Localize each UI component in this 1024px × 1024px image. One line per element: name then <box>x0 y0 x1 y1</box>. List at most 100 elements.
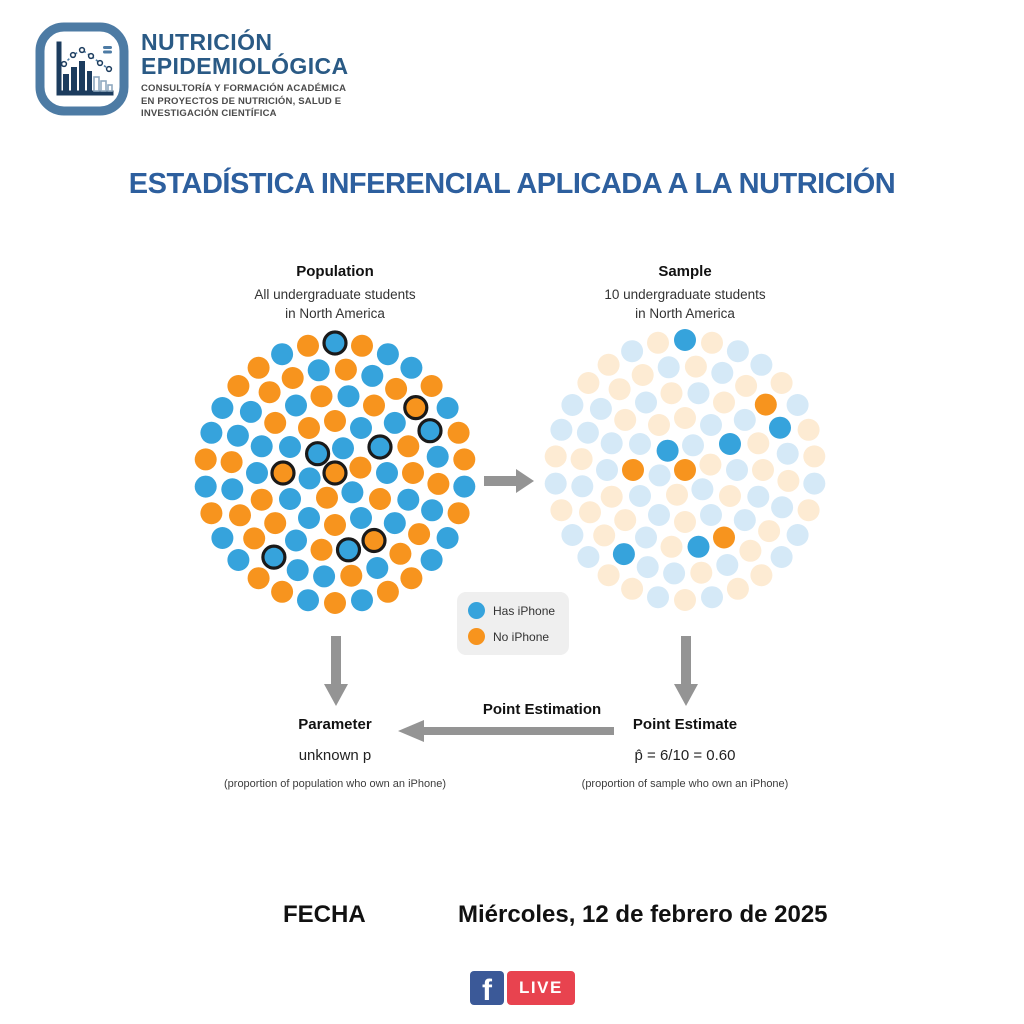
sample-dot <box>803 445 826 468</box>
sample-dot <box>577 546 600 568</box>
sample-dot <box>635 526 657 549</box>
population-dot <box>297 334 319 357</box>
sample-dot <box>711 361 734 384</box>
sample-dot <box>777 469 800 492</box>
population-dot <box>200 421 223 444</box>
sample-dot <box>608 378 631 401</box>
population-dot <box>227 549 250 571</box>
population-dot <box>310 385 333 408</box>
population-dot <box>194 448 217 471</box>
population-dot <box>376 580 399 603</box>
sample-dot <box>735 374 758 397</box>
sample-dot <box>570 448 593 471</box>
sample-dot <box>797 418 820 441</box>
population-dot <box>367 434 393 460</box>
population-dot <box>211 527 234 549</box>
sample-dot <box>614 509 637 532</box>
population-title: Population <box>296 263 374 280</box>
brand-tagline-line3: INVESTIGACIÓN CIENTÍFICA <box>141 107 277 119</box>
population-dot <box>351 334 373 357</box>
population-dot <box>340 564 363 587</box>
sample-dot <box>674 589 696 611</box>
sample-dot <box>593 524 616 547</box>
sample-dot <box>713 391 735 414</box>
sample-dot <box>691 478 714 501</box>
date-label: FECHA <box>283 901 366 928</box>
population-dot <box>383 411 406 434</box>
sample-dot <box>726 340 749 363</box>
population-dot <box>350 507 372 529</box>
brand-text: NUTRICIÓN EPIDEMIOLÓGICA CONSULTORÍA Y F… <box>141 22 349 120</box>
sample-dot <box>600 485 623 508</box>
sample-dot <box>733 408 756 431</box>
bar-chart-logo-icon <box>35 22 129 116</box>
population-dot <box>305 441 331 467</box>
population-dot <box>307 359 330 382</box>
population-dot <box>363 394 385 417</box>
sample-dot <box>770 546 793 568</box>
sample-dot <box>597 353 620 376</box>
population-dot <box>400 567 423 590</box>
point-estimation-arrow <box>398 720 614 742</box>
parameter-value: unknown p <box>298 747 372 764</box>
sample-dot <box>726 577 749 600</box>
sample-dot <box>636 556 659 579</box>
population-dot-cloud <box>194 330 476 614</box>
population-dot <box>297 589 319 612</box>
population-dot <box>351 589 373 612</box>
brand-tagline-line2: EN PROYECTOS DE NUTRICIÓN, SALUD E <box>141 95 342 107</box>
population-dot <box>279 436 301 458</box>
population-dot <box>239 400 262 423</box>
population-caption: Population All undergraduate students in… <box>185 263 485 324</box>
population-dot <box>221 478 244 501</box>
sample-dot <box>561 524 584 546</box>
sample-dot <box>674 407 696 429</box>
sample-dot <box>571 475 594 498</box>
sample-dot <box>629 433 651 455</box>
sample-dot <box>719 433 741 455</box>
sample-dot <box>589 397 612 420</box>
sample-subtitle-line2: in North America <box>635 305 735 321</box>
no-iphone-dot-icon <box>468 628 485 645</box>
sample-dot <box>648 504 670 526</box>
population-dot <box>261 544 287 570</box>
population-dot <box>322 330 348 356</box>
population-dot <box>361 364 384 387</box>
population-dot <box>400 356 423 379</box>
population-dot <box>402 462 424 484</box>
sample-dot <box>621 340 644 363</box>
population-dot <box>417 418 443 444</box>
population-dot <box>420 549 443 571</box>
population-dot <box>376 343 399 366</box>
population-dot <box>447 421 470 444</box>
sample-subtitle-line1: 10 undergraduate students <box>604 287 766 302</box>
sample-dot <box>544 445 567 468</box>
sample-dot <box>690 561 713 584</box>
sample-dot <box>803 472 826 495</box>
population-dot <box>426 445 449 468</box>
population-dot <box>247 356 270 379</box>
population-dot <box>350 417 372 439</box>
page-title: ESTADÍSTICA INFERENCIAL APLICADA A LA NU… <box>128 168 896 200</box>
facebook-live-badge[interactable]: f LIVE <box>470 971 575 1005</box>
parameter-note: (proportion of population who own an iPh… <box>224 778 446 790</box>
sample-dot <box>754 393 777 416</box>
population-dot <box>427 472 450 495</box>
sample-dot <box>758 520 781 543</box>
population-dot <box>397 488 420 511</box>
sample-dot <box>663 562 686 585</box>
point-estimate-value: p̂ = 6/10 = 0.60 <box>634 747 736 764</box>
population-dot <box>226 424 249 447</box>
sample-dot <box>544 472 567 495</box>
sample-dot <box>600 432 623 455</box>
population-dot <box>264 512 287 535</box>
population-dot <box>397 435 420 458</box>
sample-dot <box>733 509 756 532</box>
parameter-block: Parameter unknown p (proportion of popul… <box>175 716 495 790</box>
live-badge: LIVE <box>507 971 575 1005</box>
population-to-sample-arrow <box>484 469 534 493</box>
population-dot <box>408 523 431 546</box>
sample-dot <box>648 464 671 487</box>
legend-item-has-iphone: Has iPhone <box>468 602 555 619</box>
